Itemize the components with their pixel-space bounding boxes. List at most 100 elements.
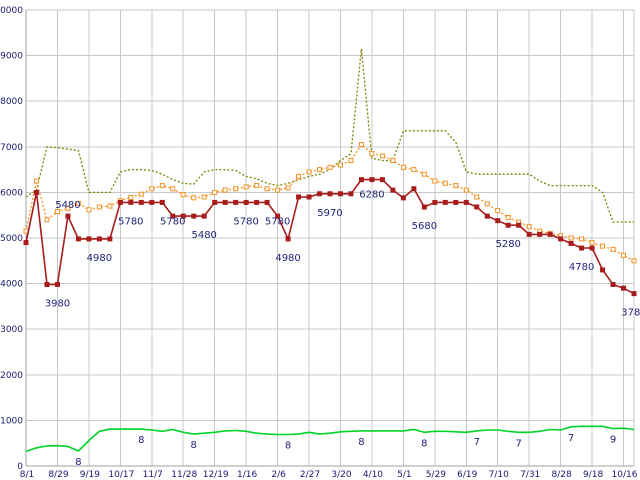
- data-point-primary: [505, 222, 511, 228]
- data-point-primary: [474, 204, 480, 210]
- data-point-primary: [516, 222, 522, 228]
- y-tick-label: 7000: [0, 143, 23, 153]
- data-point-upper-dotted: [453, 183, 459, 189]
- data-point-upper-dotted: [358, 142, 364, 148]
- series-path-upper-dotted: [25, 143, 635, 262]
- data-point-upper-dotted: [390, 157, 396, 163]
- data-point-upper-dotted: [442, 180, 448, 186]
- data-point-upper-dotted: [212, 189, 218, 195]
- gridlines: [25, 9, 634, 467]
- data-point-primary: [33, 189, 39, 195]
- data-point-primary: [526, 231, 532, 237]
- data-point-primary: [96, 236, 102, 242]
- data-point-primary: [400, 195, 406, 201]
- data-point-upper-dotted: [432, 178, 438, 184]
- primary-data-label: 4980: [275, 253, 300, 264]
- x-tick-label: 12/19: [203, 470, 229, 480]
- data-point-upper-dotted: [495, 208, 501, 214]
- data-point-primary: [149, 199, 155, 205]
- data-point-upper-dotted: [589, 240, 595, 246]
- data-point-upper-dotted: [621, 252, 627, 258]
- data-point-upper-dotted: [369, 151, 375, 157]
- data-point-primary: [212, 199, 218, 205]
- volume-data-label: 9: [610, 435, 616, 446]
- data-point-upper-dotted: [191, 195, 197, 201]
- data-point-primary: [191, 213, 197, 219]
- primary-data-label: 5780: [265, 216, 290, 227]
- x-tick-label: 6/19: [457, 470, 477, 480]
- x-tick-label: 10/17: [108, 470, 134, 480]
- data-point-upper-dotted: [96, 204, 102, 210]
- data-point-upper-dotted: [411, 167, 417, 173]
- data-point-upper-dotted: [505, 214, 511, 220]
- volume-data-label: 7: [474, 437, 480, 448]
- data-point-upper-dotted: [275, 187, 281, 193]
- x-tick-label: 2/27: [300, 470, 320, 480]
- data-point-upper-dotted: [159, 183, 165, 189]
- x-tick-label: 9/18: [583, 470, 603, 480]
- data-point-primary: [610, 282, 616, 288]
- data-point-primary: [537, 231, 543, 237]
- data-point-primary: [23, 240, 29, 246]
- data-point-primary: [547, 231, 553, 237]
- primary-data-label: 6280: [359, 190, 384, 201]
- data-point-upper-dotted: [400, 164, 406, 170]
- data-point-primary: [170, 213, 176, 219]
- data-point-primary: [568, 240, 574, 246]
- data-point-primary: [128, 199, 134, 205]
- data-point-upper-dotted: [296, 173, 302, 179]
- data-point-primary: [369, 177, 375, 183]
- data-point-primary: [337, 191, 343, 197]
- data-point-upper-dotted: [138, 191, 144, 197]
- data-point-primary: [421, 204, 427, 210]
- series-primary-line: [23, 177, 637, 297]
- data-point-primary: [432, 199, 438, 205]
- x-tick-label: 10/16: [612, 470, 638, 480]
- data-point-primary: [390, 187, 396, 193]
- data-point-primary: [44, 282, 50, 288]
- data-point-upper-dotted: [33, 178, 39, 184]
- data-point-primary: [484, 213, 490, 219]
- x-tick-label: 1/16: [237, 470, 257, 480]
- data-point-primary: [65, 213, 71, 219]
- data-point-upper-dotted: [222, 187, 228, 193]
- data-point-upper-dotted: [65, 205, 71, 211]
- primary-data-labels: 3980 5480 4980 5780 5780 5480 5780 5780 4980 5970…: [45, 190, 640, 319]
- x-axis-tick-labels: 8/1 8/29 9/19 10/17 11/7 11/28 12/19 1/16 2/6 2/2…: [20, 470, 638, 480]
- primary-data-label: 5680: [412, 221, 437, 232]
- primary-data-label: 3980: [45, 299, 70, 310]
- data-point-upper-dotted: [579, 236, 585, 242]
- primary-data-label: 5480: [191, 230, 216, 241]
- volume-data-label: 8: [285, 441, 291, 452]
- data-point-upper-dotted: [379, 153, 385, 159]
- y-axis-tick-labels: 0 1000 2000 3000 4000 5000 6000 7000 8000 9000 100…: [0, 6, 23, 472]
- series-upper-dotted: [23, 142, 637, 264]
- y-tick-label: 8000: [0, 97, 23, 107]
- volume-data-label: 8: [421, 438, 427, 449]
- volume-data-label: 8: [75, 457, 81, 468]
- y-tick-label: 10000: [0, 6, 23, 16]
- data-point-primary: [75, 236, 81, 242]
- data-point-primary: [54, 282, 60, 288]
- data-point-primary: [453, 199, 459, 205]
- data-point-upper-dotted: [285, 185, 291, 191]
- data-point-primary: [107, 236, 113, 242]
- data-point-upper-dotted: [474, 194, 480, 200]
- data-point-primary: [589, 245, 595, 251]
- y-tick-label: 3000: [0, 325, 23, 335]
- volume-data-label: 8: [138, 435, 144, 446]
- data-point-upper-dotted: [254, 183, 260, 189]
- data-point-primary: [621, 285, 627, 291]
- primary-data-label: 5970: [317, 208, 342, 219]
- data-point-upper-dotted: [568, 235, 574, 241]
- x-tick-label: 11/7: [143, 470, 163, 480]
- data-point-upper-dotted: [128, 194, 134, 200]
- x-tick-label: 8/1: [20, 470, 34, 480]
- data-point-primary: [495, 218, 501, 224]
- data-point-primary: [201, 213, 207, 219]
- data-point-primary: [285, 236, 291, 242]
- data-point-upper-dotted: [233, 186, 239, 192]
- data-point-upper-dotted: [337, 162, 343, 168]
